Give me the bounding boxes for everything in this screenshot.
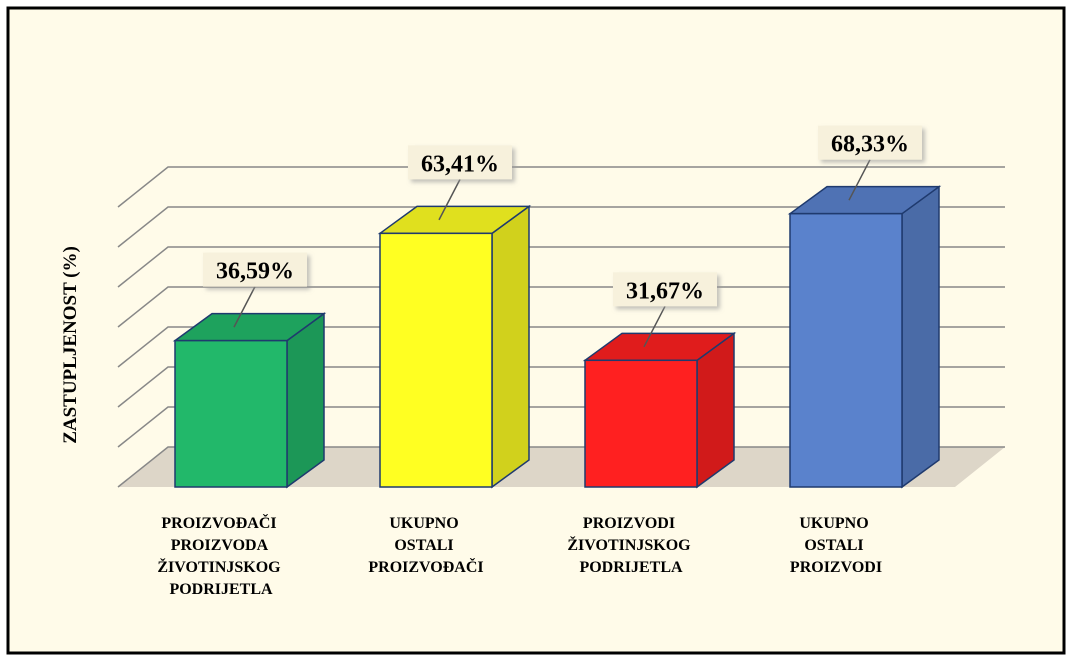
grid-line — [117, 246, 1005, 288]
x-tick-label: PROIZVODI ŽIVOTINJSKOG PODRIJETLA — [567, 515, 694, 576]
y-axis-label: ZASTUPLJENOST (%) — [60, 246, 81, 444]
data-label: 68,33% — [831, 132, 909, 158]
label-box — [818, 125, 922, 160]
bar — [787, 185, 942, 489]
grid-line — [117, 286, 1005, 328]
bar-front — [584, 359, 698, 488]
bar-front — [789, 212, 903, 488]
bar-side — [491, 204, 530, 489]
plot-area: 36,59% PROIZVOĐAČI PROIZVODA ŽIVOTINJSKOG… — [117, 125, 1005, 598]
data-label: 31,67% — [626, 278, 704, 304]
bar — [377, 204, 532, 489]
grid-line — [117, 326, 1005, 368]
leader-line — [643, 305, 666, 348]
bar-side — [901, 185, 940, 489]
x-tick-label: UKUPNO OSTALI PROIZVODI — [790, 515, 882, 576]
leader-line — [438, 179, 461, 221]
grid-line — [117, 166, 1005, 208]
label-box — [203, 252, 307, 287]
label-box — [613, 272, 717, 307]
leader-line — [233, 286, 256, 328]
bar — [582, 331, 737, 489]
bar-front — [174, 339, 288, 488]
bar — [172, 312, 327, 489]
data-label: 36,59% — [216, 259, 294, 285]
data-label: 63,41% — [421, 151, 499, 177]
grid-line — [117, 206, 1005, 248]
leader-line — [848, 159, 871, 201]
bar-side — [286, 312, 325, 489]
x-tick-label: PROIZVOĐAČI PROIZVODA ŽIVOTINJSKOG PODRI… — [157, 513, 284, 598]
floor — [118, 447, 1005, 487]
label-box — [408, 145, 512, 180]
bar-front — [379, 232, 493, 488]
x-tick-label: UKUPNO OSTALI PROIZVOĐAČI — [368, 515, 483, 576]
